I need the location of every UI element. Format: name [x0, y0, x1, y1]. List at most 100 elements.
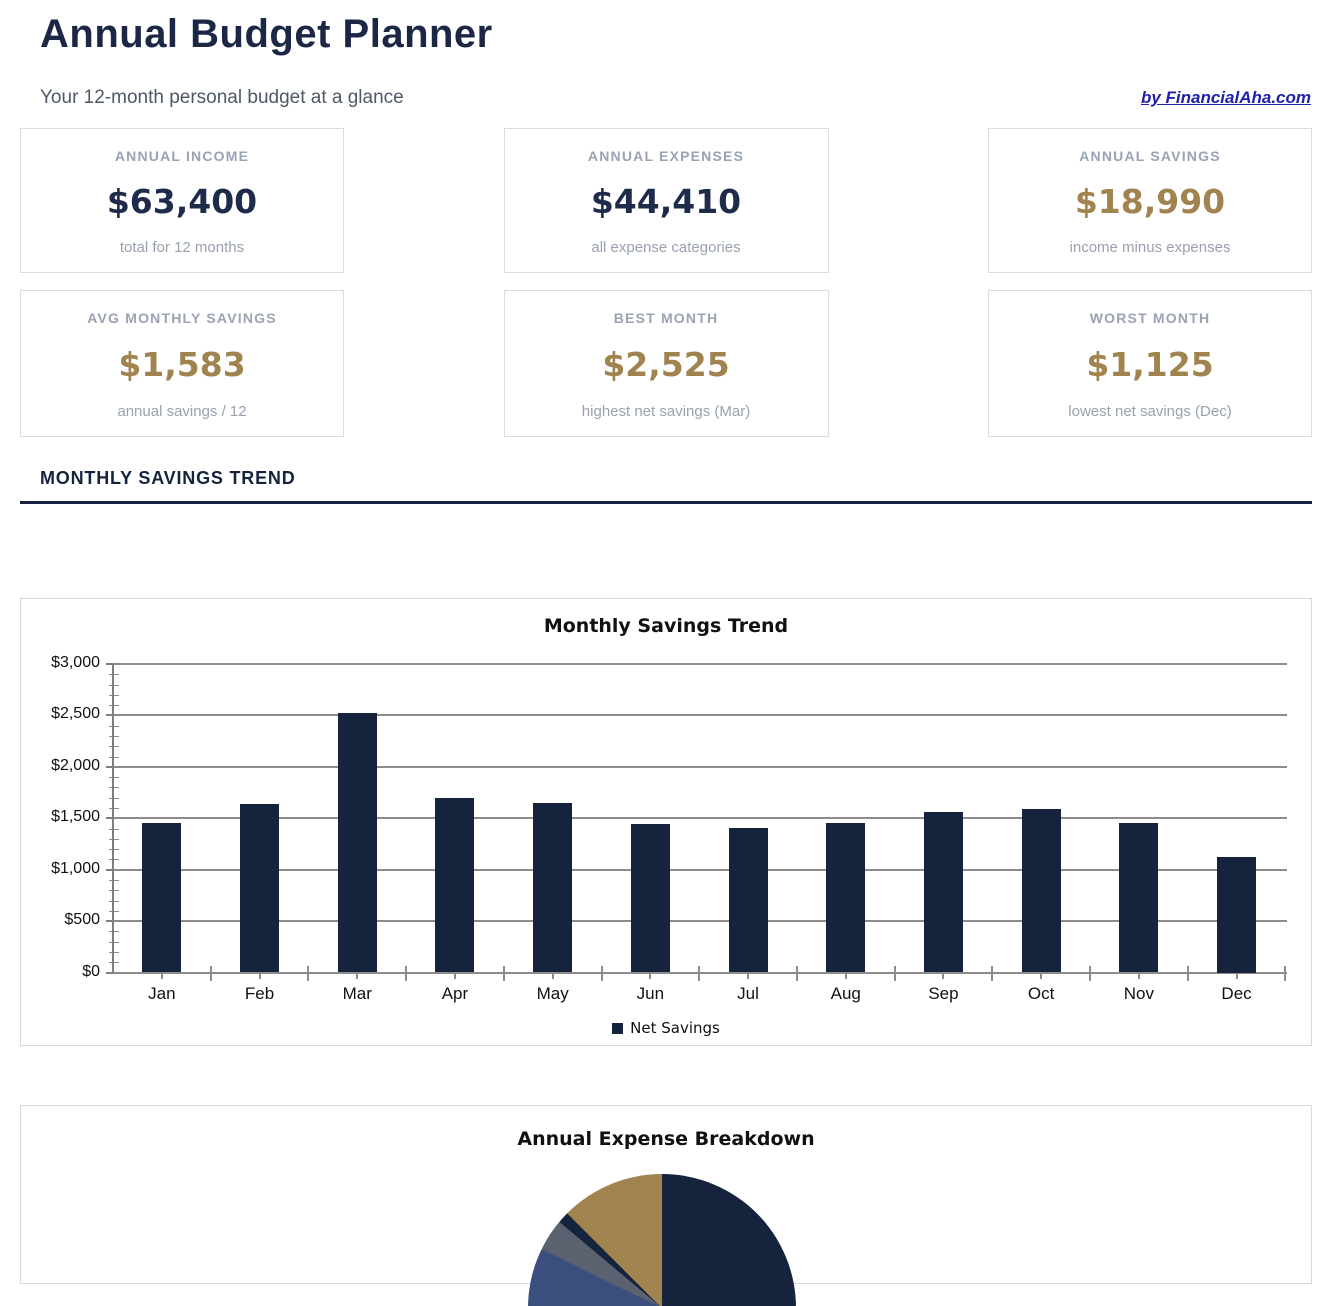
x-tick-label-jan: Jan — [148, 983, 176, 1003]
legend-label: Net Savings — [630, 1019, 720, 1037]
y-minor-tick — [109, 828, 119, 830]
y-major-tick — [106, 868, 113, 871]
gridline-3000 — [113, 663, 1287, 665]
stat-card-label: ANNUAL INCOME — [114, 148, 250, 164]
bar-chart-title: Monthly Savings Trend — [543, 615, 789, 637]
y-minor-tick — [109, 735, 119, 737]
y-minor-tick — [109, 838, 119, 840]
bar-feb — [240, 804, 280, 973]
x-boundary-tick — [893, 966, 896, 981]
stat-card-label: ANNUAL SAVINGS — [1079, 148, 1221, 164]
stat-card-label: WORST MONTH — [1089, 310, 1211, 326]
y-minor-tick — [109, 787, 119, 789]
x-center-tick — [453, 973, 456, 979]
x-boundary-tick — [502, 966, 505, 981]
x-center-tick — [1235, 973, 1238, 979]
gridline-2500 — [113, 714, 1287, 717]
y-minor-tick — [109, 684, 119, 686]
stat-card-annual-expenses: ANNUAL EXPENSES $44,410 all expense cate… — [503, 128, 829, 273]
x-tick-label-nov: Nov — [1123, 983, 1154, 1003]
x-boundary-tick — [1186, 966, 1189, 981]
legend-swatch — [612, 1022, 624, 1034]
bar-mar — [337, 712, 377, 973]
x-center-tick — [747, 973, 750, 979]
stat-card-annual-income: ANNUAL INCOME $63,400 total for 12 month… — [20, 128, 344, 273]
stat-card-caption: total for 12 months — [119, 239, 245, 256]
stat-card-value: $63,400 — [106, 182, 258, 221]
y-axis — [112, 664, 114, 973]
stat-card-value: $2,525 — [602, 345, 730, 384]
section-heading: MONTHLY SAVINGS TREND — [40, 468, 296, 488]
x-boundary-tick — [1089, 966, 1091, 981]
y-tick-label: $2,000 — [51, 756, 100, 774]
y-minor-tick — [109, 674, 119, 676]
x-boundary-tick — [795, 966, 798, 981]
x-center-tick — [356, 973, 359, 979]
x-tick-label-apr: Apr — [441, 983, 469, 1003]
y-minor-tick — [109, 910, 119, 912]
bar-jun — [630, 824, 670, 973]
x-tick-label-jun: Jun — [636, 983, 665, 1003]
x-center-tick — [844, 973, 847, 979]
y-major-tick — [106, 663, 113, 665]
bar-chart-plot: $0 $500 $1,000 $1,500 $2,000 $2,500 $3,000 Jan F… — [21, 599, 1311, 1045]
x-tick-label-sep: Sep — [928, 983, 959, 1003]
brand-link[interactable]: by FinancialAha.com — [1140, 88, 1311, 107]
y-tick-label: $1,000 — [51, 859, 100, 877]
y-minor-tick — [109, 849, 119, 851]
bar-chart-card: Monthly Savings Trend $0 $500 $1,000 $1,500… — [20, 598, 1312, 1046]
y-minor-tick — [109, 879, 119, 881]
y-minor-tick — [109, 962, 119, 964]
gridline-1000 — [113, 868, 1287, 871]
x-center-tick — [649, 973, 652, 979]
stat-card-label: ANNUAL EXPENSES — [587, 148, 745, 164]
x-boundary-tick — [991, 966, 994, 981]
x-boundary-tick — [405, 966, 408, 981]
x-boundary-tick — [698, 966, 701, 981]
page-subtitle: Your 12-month personal budget at a glanc… — [40, 87, 404, 108]
y-minor-tick — [109, 777, 119, 779]
y-major-tick — [106, 714, 113, 717]
bar-aug — [826, 823, 866, 973]
stat-card-caption: all expense categories — [591, 239, 741, 256]
section-divider — [20, 501, 1312, 504]
y-minor-tick — [109, 951, 119, 953]
x-tick-label-may: May — [536, 983, 569, 1003]
page-title: Annual Budget Planner — [40, 12, 493, 56]
bar-may — [533, 802, 573, 973]
y-tick-label: $1,500 — [51, 808, 100, 826]
stat-card-avg-monthly-savings: AVG MONTHLY SAVINGS $1,583 annual saving… — [20, 290, 344, 437]
stat-card-value: $1,583 — [118, 345, 246, 384]
bar-jan — [142, 823, 182, 973]
x-center-tick — [258, 973, 261, 979]
x-tick-label-jul: Jul — [737, 983, 759, 1003]
x-boundary-tick — [600, 966, 603, 981]
x-center-tick — [942, 973, 945, 979]
stat-card-caption: annual savings / 12 — [117, 403, 247, 420]
y-minor-tick — [109, 746, 119, 748]
bar-apr — [435, 797, 475, 973]
stat-card-label: BEST MONTH — [613, 310, 719, 326]
stat-card-annual-savings: ANNUAL SAVINGS $18,990 income minus expe… — [988, 128, 1312, 273]
bar-sep — [923, 812, 963, 973]
gridline-1500 — [113, 817, 1287, 820]
y-minor-tick — [109, 890, 119, 892]
y-minor-tick — [109, 694, 119, 696]
bar-oct — [1021, 808, 1061, 973]
x-tick-label-feb: Feb — [244, 983, 275, 1003]
x-center-tick — [1137, 973, 1140, 979]
y-minor-tick — [109, 900, 119, 902]
x-tick-label-aug: Aug — [830, 983, 861, 1003]
y-minor-tick — [109, 756, 119, 758]
stat-cards: ANNUAL INCOME $63,400 total for 12 month… — [20, 128, 1312, 437]
stat-card-best-month: BEST MONTH $2,525 highest net savings (M… — [503, 290, 829, 437]
stat-card-worst-month: WORST MONTH $1,125 lowest net savings (D… — [988, 290, 1312, 437]
y-major-tick — [106, 765, 113, 768]
stat-card-caption: lowest net savings (Dec) — [1068, 403, 1232, 420]
y-major-tick — [106, 971, 113, 974]
y-minor-tick — [109, 941, 119, 943]
x-tick-label-oct: Oct — [1027, 983, 1055, 1003]
bar-dec — [1217, 856, 1257, 973]
x-tick-label-mar: Mar — [342, 983, 372, 1003]
